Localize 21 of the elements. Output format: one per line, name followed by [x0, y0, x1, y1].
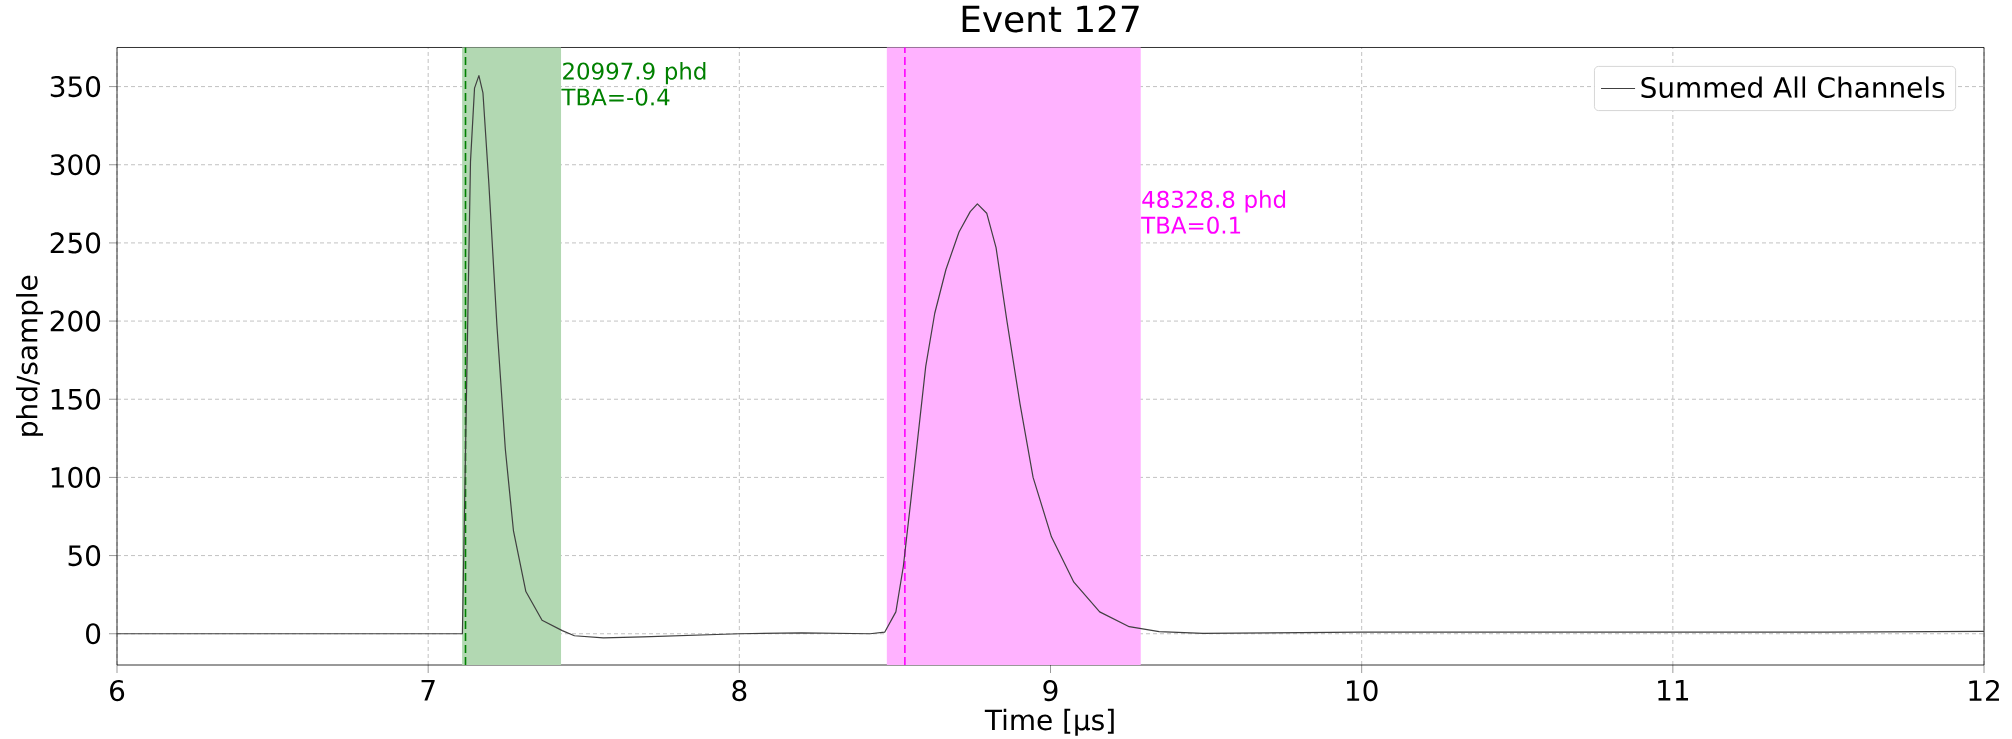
- y-tick-label: 300: [50, 154, 101, 176]
- y-tick-label: 100: [51, 466, 101, 488]
- x-tick-label: 7: [421, 680, 435, 701]
- band-label: 20997.9 phd TBA=-0.4: [561, 62, 706, 106]
- x-axis-title: Time [μs]: [984, 708, 1114, 736]
- x-tick-label: 6: [110, 680, 125, 702]
- x-tick-label: 8: [732, 680, 747, 702]
- y-tick-label: 150: [51, 388, 101, 410]
- chart-title: Event 127: [962, 5, 1139, 33]
- band-label: 48328.8 phd TBA=0.1: [1141, 190, 1286, 234]
- y-tick-label: 50: [68, 545, 101, 567]
- y-tick-label: 0: [86, 623, 101, 645]
- y-tick-label: 350: [50, 76, 101, 98]
- x-tick-label: 9: [1043, 680, 1058, 702]
- legend-label: Summed All Channels: [1641, 76, 1945, 98]
- y-axis-title: phd/sample: [16, 275, 44, 436]
- x-tick-label: 10: [1346, 680, 1378, 702]
- y-tick-label: 200: [50, 310, 101, 332]
- x-tick-label: 12: [1969, 680, 1999, 701]
- y-tick-label: 250: [50, 232, 101, 254]
- x-tick-label: 11: [1658, 680, 1689, 701]
